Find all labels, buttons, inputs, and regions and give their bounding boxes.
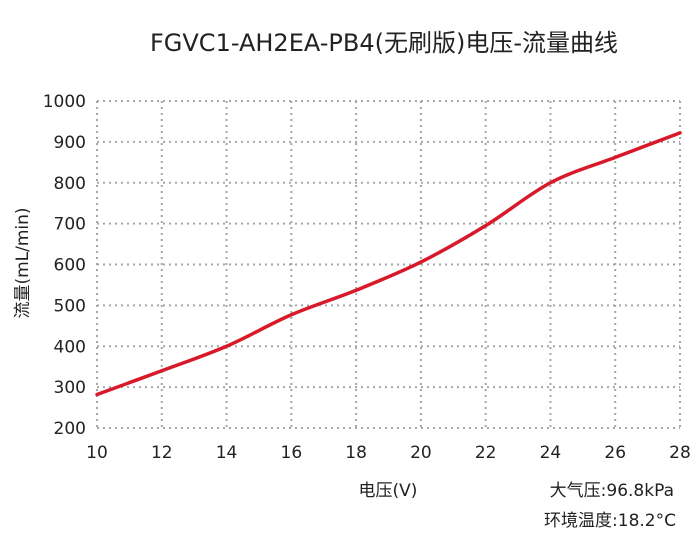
x-tick-label: 12: [151, 443, 173, 463]
annotation-temperature: 环境温度:18.2°C: [544, 511, 676, 531]
y-tick-label: 600: [54, 256, 86, 276]
axis-layer: [96, 101, 680, 429]
x-tick-label: 28: [669, 443, 691, 463]
y-tick-label: 1000: [43, 92, 86, 112]
y-tick-label: 900: [54, 133, 86, 153]
y-tick-label: 300: [54, 378, 86, 398]
x-tick-label: 20: [410, 443, 432, 463]
flow-series-line: [95, 131, 682, 397]
x-tick-label: 24: [540, 443, 562, 463]
annotation-pressure: 大气压:96.8kPa: [550, 481, 674, 501]
chart-title: FGVC1-AH2EA-PB4(无刷版)电压-流量曲线: [150, 29, 618, 57]
x-tick-label: 22: [475, 443, 497, 463]
y-tick-label: 500: [54, 296, 86, 316]
y-tick-label: 800: [54, 174, 86, 194]
x-tick-label: 18: [345, 443, 367, 463]
x-tick-label: 26: [604, 443, 626, 463]
x-tick-label: 16: [281, 443, 303, 463]
y-tick-label: 400: [54, 337, 86, 357]
x-axis-title: 电压(V): [359, 481, 418, 501]
tick-layer: 10 12 14 16 18 20 22 24 26 28 200 300 400 500 600 700 80…: [43, 92, 691, 463]
grid-layer: [97, 100, 681, 428]
x-tick-label: 10: [86, 443, 108, 463]
x-tick-label: 14: [216, 443, 238, 463]
y-tick-label: 700: [54, 215, 86, 235]
y-tick-label: 200: [54, 419, 86, 439]
y-axis-title: 流量(mL/min): [13, 207, 33, 318]
series-layer: [95, 131, 682, 397]
